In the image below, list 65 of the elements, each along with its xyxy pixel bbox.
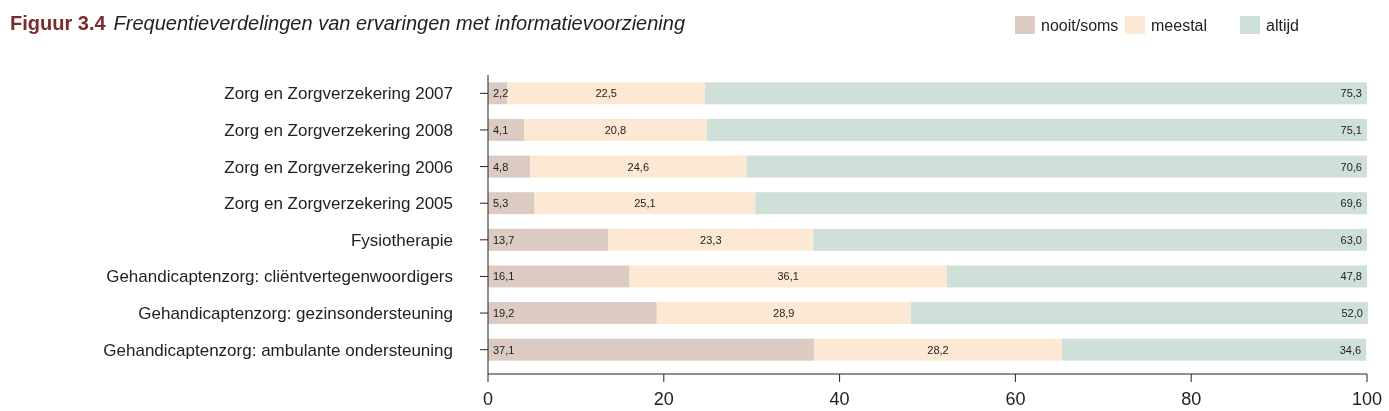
data-label: 2,2 bbox=[493, 87, 509, 100]
data-label: 16,1 bbox=[493, 270, 515, 283]
data-label: 69,6 bbox=[1340, 197, 1362, 210]
bar bbox=[1061, 338, 1367, 361]
bar bbox=[629, 265, 947, 288]
data-label: 23,3 bbox=[700, 233, 722, 246]
bar bbox=[656, 302, 911, 325]
data-label: 4,1 bbox=[493, 123, 509, 136]
bar bbox=[530, 155, 747, 178]
bar bbox=[488, 192, 535, 215]
bar bbox=[746, 155, 1367, 178]
x-tick-label: 80 bbox=[1181, 389, 1202, 409]
legend-label: nooit/soms bbox=[1041, 17, 1119, 34]
bar bbox=[813, 228, 1367, 251]
bar bbox=[705, 82, 1367, 105]
bar bbox=[488, 228, 609, 251]
data-label: 63,0 bbox=[1340, 233, 1362, 246]
y-tick-label: Zorg en Zorgverzekering 2005 bbox=[224, 194, 453, 214]
data-label: 37,1 bbox=[493, 343, 515, 356]
chart-subtitle: Frequentieverdelingen van ervaringen met informatievoorziening bbox=[113, 12, 686, 34]
bar bbox=[608, 228, 814, 251]
y-tick-label: Gehandicaptenzorg: gezinsondersteuning bbox=[138, 304, 453, 324]
data-label: 28,9 bbox=[773, 307, 795, 320]
data-label: 4,8 bbox=[493, 160, 509, 173]
bar bbox=[524, 118, 707, 141]
data-label: 5,3 bbox=[493, 197, 509, 210]
data-label: 24,6 bbox=[627, 160, 650, 173]
bar bbox=[488, 265, 630, 288]
bar bbox=[488, 118, 525, 141]
data-label: 75,1 bbox=[1340, 123, 1362, 136]
y-tick-label: Gehandicaptenzorg: cliëntvertegenwoordigers bbox=[106, 267, 453, 287]
text: Figuur 3.4 bbox=[10, 12, 107, 34]
bar bbox=[488, 302, 657, 325]
data-label: 20,8 bbox=[604, 123, 627, 136]
bar bbox=[706, 118, 1367, 141]
data-label: 25,1 bbox=[634, 197, 656, 210]
legend-label: altijd bbox=[1266, 17, 1299, 34]
bar bbox=[507, 82, 706, 105]
data-label: 75,3 bbox=[1340, 87, 1362, 100]
data-label: 36,1 bbox=[777, 270, 799, 283]
bar bbox=[488, 338, 815, 361]
bar bbox=[814, 338, 1062, 361]
y-tick-label: Zorg en Zorgverzekering 2007 bbox=[224, 84, 453, 104]
y-tick-label: Fysiotherapie bbox=[350, 230, 453, 250]
x-tick-label: 20 bbox=[653, 389, 674, 409]
bar bbox=[755, 192, 1367, 215]
data-label: 13,7 bbox=[493, 233, 515, 246]
legend-label: meestal bbox=[1151, 17, 1208, 34]
bar bbox=[946, 265, 1367, 288]
x-tick-label: 40 bbox=[829, 389, 850, 409]
data-label: 19,2 bbox=[493, 307, 515, 320]
data-label: 52,0 bbox=[1341, 307, 1363, 320]
data-label: 47,8 bbox=[1340, 270, 1362, 283]
y-tick-label: Gehandicaptenzorg: ambulante ondersteuning bbox=[103, 340, 453, 360]
x-tick-label: 0 bbox=[482, 389, 494, 409]
data-label: 34,6 bbox=[1339, 343, 1362, 356]
y-tick-label: Zorg en Zorgverzekering 2006 bbox=[224, 157, 453, 177]
bar bbox=[910, 302, 1368, 325]
data-label: 28,2 bbox=[927, 343, 949, 356]
data-label: 70,6 bbox=[1340, 160, 1362, 173]
x-tick-label: 60 bbox=[1005, 389, 1026, 409]
bar bbox=[534, 192, 756, 215]
data-label: 22,5 bbox=[595, 87, 617, 100]
x-tick-label: 100 bbox=[1351, 389, 1383, 409]
y-tick-label: Zorg en Zorgverzekering 2008 bbox=[224, 120, 453, 140]
